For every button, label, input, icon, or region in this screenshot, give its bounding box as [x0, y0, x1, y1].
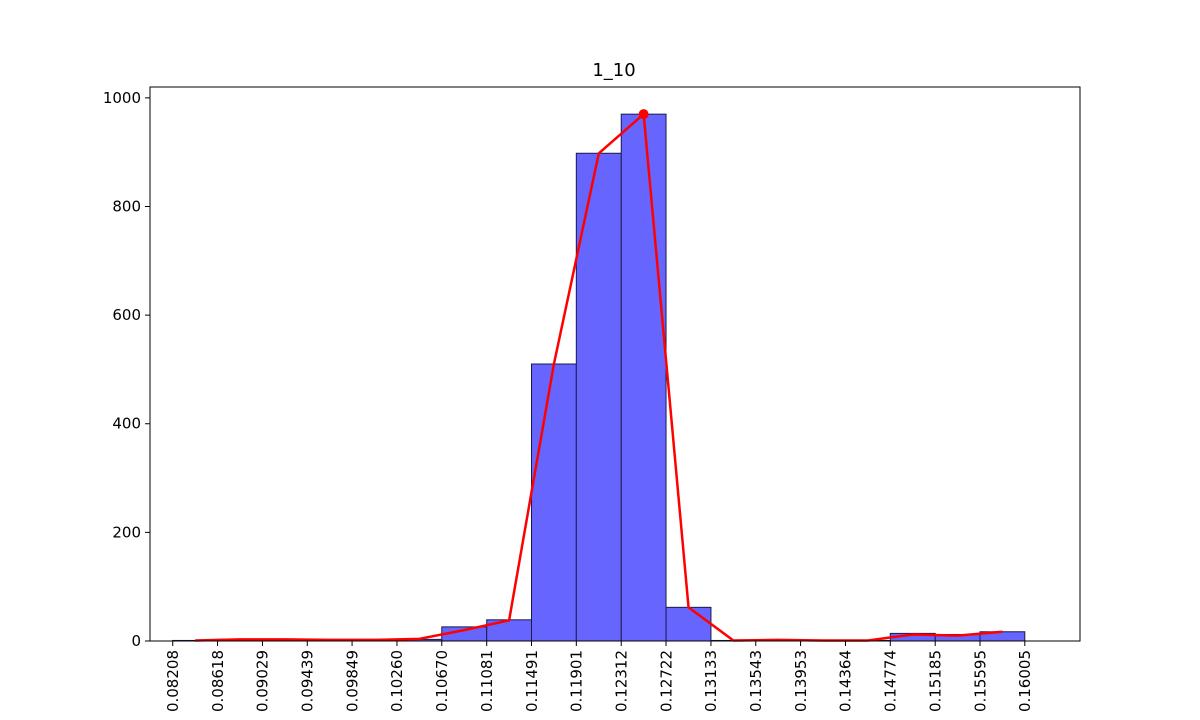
x-tick-label: 0.08618 — [209, 650, 227, 712]
x-tick-label: 0.11901 — [568, 650, 586, 712]
chart-title: 1_10 — [592, 60, 635, 81]
x-tick-label: 0.13953 — [792, 650, 810, 712]
x-tick-label: 0.09849 — [343, 650, 361, 712]
x-tick-label: 0.13133 — [702, 650, 720, 712]
x-tick-label: 0.15185 — [926, 650, 944, 712]
x-tick-label: 0.12312 — [612, 650, 630, 712]
x-tick-label: 0.16005 — [1016, 650, 1034, 712]
histogram-bar — [665, 606, 712, 642]
histogram-bar — [531, 363, 577, 642]
x-tick-label: 0.13543 — [747, 650, 765, 712]
y-tick-label: 800 — [112, 197, 141, 215]
x-tick-label: 0.12722 — [657, 650, 675, 712]
x-tick-label: 0.11491 — [523, 650, 541, 712]
x-tick-label: 0.09029 — [254, 650, 272, 712]
x-tick-label: 0.11081 — [478, 650, 496, 712]
x-tick-label: 0.09439 — [299, 650, 317, 712]
peak-marker — [638, 109, 649, 120]
plot-frame — [149, 86, 1081, 642]
x-tick-label: 0.10260 — [388, 650, 406, 712]
y-tick-label: 400 — [112, 415, 141, 433]
x-tick-label: 0.14364 — [837, 650, 855, 712]
x-axis: 0.08208 0.08618 0.09029 0.09439 0.09849 0.102… — [164, 641, 1034, 712]
x-tick-label: 0.10670 — [433, 650, 451, 712]
x-tick-label: 0.08208 — [164, 650, 182, 712]
histogram-bar — [620, 113, 667, 642]
y-tick-label: 200 — [112, 523, 141, 541]
x-tick-label: 0.14774 — [882, 650, 900, 712]
density-line — [195, 112, 1003, 642]
y-tick-label: 0 — [131, 632, 141, 650]
x-tick-label: 0.15595 — [971, 650, 989, 712]
y-tick-label: 600 — [112, 306, 141, 324]
density-line-group — [195, 109, 1003, 642]
histogram-bars — [172, 113, 1026, 642]
y-axis: 0 200 400 600 800 1000 — [103, 89, 150, 650]
y-tick-label: 1000 — [103, 89, 141, 107]
